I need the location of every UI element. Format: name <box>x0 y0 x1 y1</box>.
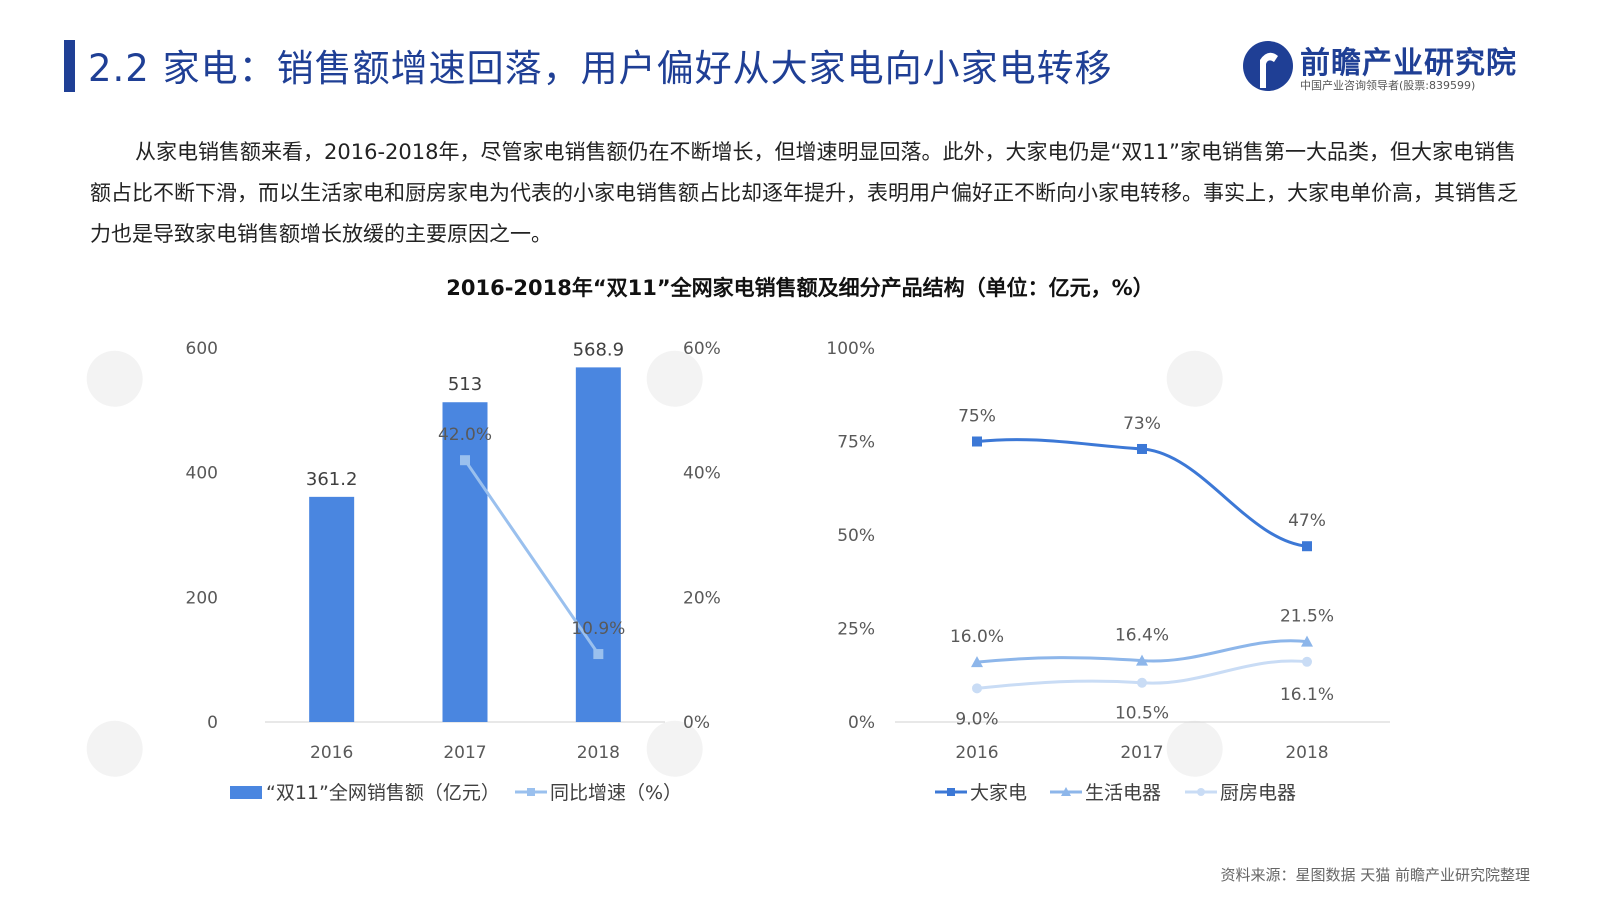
bar <box>309 496 355 722</box>
x-tick-label: 2018 <box>1285 743 1328 763</box>
growth-line <box>463 459 600 655</box>
growth-value-label: 10.9% <box>571 619 625 639</box>
growth-marker <box>460 455 470 466</box>
logo-subtitle: 中国产业咨询领导者(股票:839599) <box>1300 79 1476 92</box>
logo-icon <box>1243 41 1293 91</box>
y-left-tick-label: 200 <box>186 588 218 608</box>
series-line <box>976 438 1308 548</box>
y-right-tick-label: 0% <box>683 713 710 733</box>
x-tick-label: 2017 <box>443 743 486 763</box>
series-marker <box>1137 443 1147 454</box>
x-tick-label: 2016 <box>310 743 353 763</box>
y-tick-label: 100% <box>826 339 875 359</box>
series-value-label: 16.0% <box>950 627 1004 647</box>
series-value-label: 16.4% <box>1115 626 1169 646</box>
y-right-tick-label: 20% <box>683 588 721 608</box>
legend-bar-swatch <box>230 786 262 799</box>
legend-line-label: 同比增速（%） <box>550 782 682 804</box>
logo: 前瞻产业研究院 中国产业咨询领导者(股票:839599) <box>1240 36 1540 96</box>
y-tick-label: 0% <box>848 713 875 733</box>
x-tick-label: 2018 <box>577 743 620 763</box>
series-value-label: 21.5% <box>1280 607 1334 627</box>
body-paragraph: 从家电销售额来看，2016-2018年，尽管家电销售额仍在不断增长，但增速明显回… <box>90 140 1518 246</box>
y-right-tick-label: 60% <box>683 339 721 359</box>
x-tick-label: 2017 <box>1120 743 1163 763</box>
y-right-tick-label: 40% <box>683 464 721 484</box>
y-left-tick-label: 400 <box>186 464 218 484</box>
series-marker <box>1302 656 1312 667</box>
logo-name: 前瞻产业研究院 <box>1300 46 1517 81</box>
bar <box>575 367 621 722</box>
series-marker <box>1302 541 1312 552</box>
legend-bar-label: “双11”全网销售额（亿元） <box>266 782 500 804</box>
series-marker <box>1301 635 1313 647</box>
series-value-label: 47% <box>1288 511 1326 531</box>
series-marker <box>1136 654 1148 666</box>
series-value-label: 16.1% <box>1280 685 1334 705</box>
series-marker <box>971 656 983 668</box>
legend-line-marker <box>527 788 535 796</box>
legend-label: 生活电器 <box>1085 782 1161 804</box>
series-value-label: 75% <box>958 407 996 427</box>
series-marker <box>972 683 982 694</box>
bar-value-label: 361.2 <box>306 469 358 490</box>
bar-value-label: 513 <box>448 374 482 395</box>
x-tick-label: 2016 <box>955 743 998 763</box>
structure-line-chart: 100% 75% 50% 25% 0% 75% 73% 47% 16.0% 16.4% 21.5%… <box>826 339 1390 804</box>
y-tick-label: 25% <box>837 620 875 640</box>
legend-label: 大家电 <box>970 782 1027 804</box>
series-marker <box>972 436 982 447</box>
series-marker <box>1137 677 1147 688</box>
bar-value-label: 568.9 <box>573 339 625 360</box>
sales-bar-chart: 600 400 200 0 60% 40% 20% 0% 361.2 513 568.9 42.… <box>186 339 721 804</box>
growth-value-label: 42.0% <box>438 425 492 445</box>
legend-marker <box>947 788 955 796</box>
legend-label: 厨房电器 <box>1220 782 1296 804</box>
title-accent-bar <box>64 40 75 92</box>
series-value-label: 9.0% <box>955 709 998 729</box>
source-note: 资料来源：星图数据 天猫 前瞻产业研究院整理 <box>1220 866 1530 884</box>
bar <box>442 402 488 722</box>
page-title: 2.2 家电：销售额增速回落，用户偏好从大家电向小家电转移 <box>88 47 1113 90</box>
series-value-label: 10.5% <box>1115 704 1169 724</box>
growth-marker <box>593 649 604 660</box>
y-left-tick-label: 0 <box>207 713 218 733</box>
chart-title: 2016-2018年“双11”全网家电销售额及细分产品结构（单位：亿元，%） <box>446 276 1154 300</box>
y-tick-label: 75% <box>837 433 875 453</box>
legend-marker <box>1061 787 1071 796</box>
series-value-label: 73% <box>1123 414 1161 434</box>
y-left-tick-label: 600 <box>186 339 218 359</box>
y-tick-label: 50% <box>837 526 875 546</box>
legend-marker <box>1197 788 1205 796</box>
